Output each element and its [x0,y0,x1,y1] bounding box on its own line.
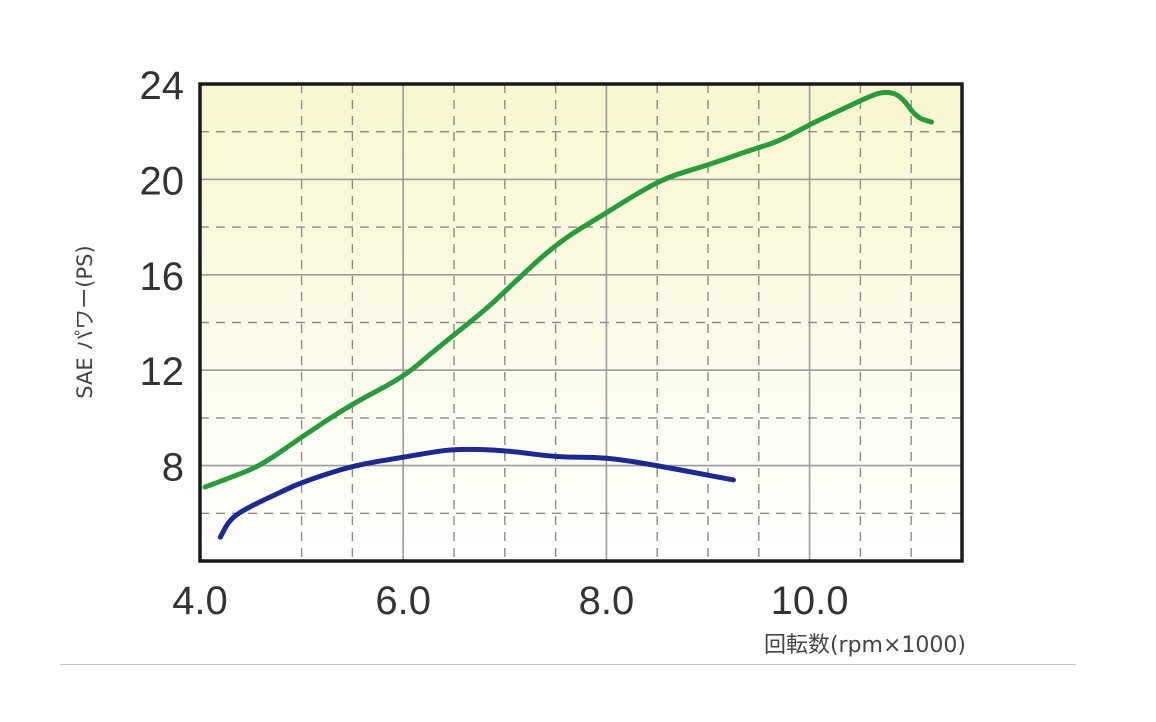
x-tick-label: 8.0 [579,579,635,623]
y-axis-title: SAE パワー(PS) [73,245,97,398]
x-axis-title: 回転数(rpm×1000) [764,633,966,658]
series-layer [202,89,935,540]
plot-area [200,84,962,561]
y-tick-label: 12 [140,350,185,394]
x-tick-label: 10.0 [771,579,849,623]
x-tick-label: 4.0 [172,579,228,623]
y-tick-label: 20 [140,159,185,203]
y-tick-label: 24 [140,64,185,108]
grid-lines [200,84,962,561]
x-tick-label: 6.0 [375,579,431,623]
y-tick-label: 8 [162,446,184,490]
y-tick-label: 16 [140,255,185,299]
divider-line [60,664,1076,665]
series-line-1 [202,89,935,490]
plot-frame [198,82,964,563]
x-tick-labels: 4.0 6.0 8.0 10.0 [172,579,848,623]
series-line-2 [217,446,736,540]
y-tick-labels: 8 12 16 20 24 [140,64,185,490]
